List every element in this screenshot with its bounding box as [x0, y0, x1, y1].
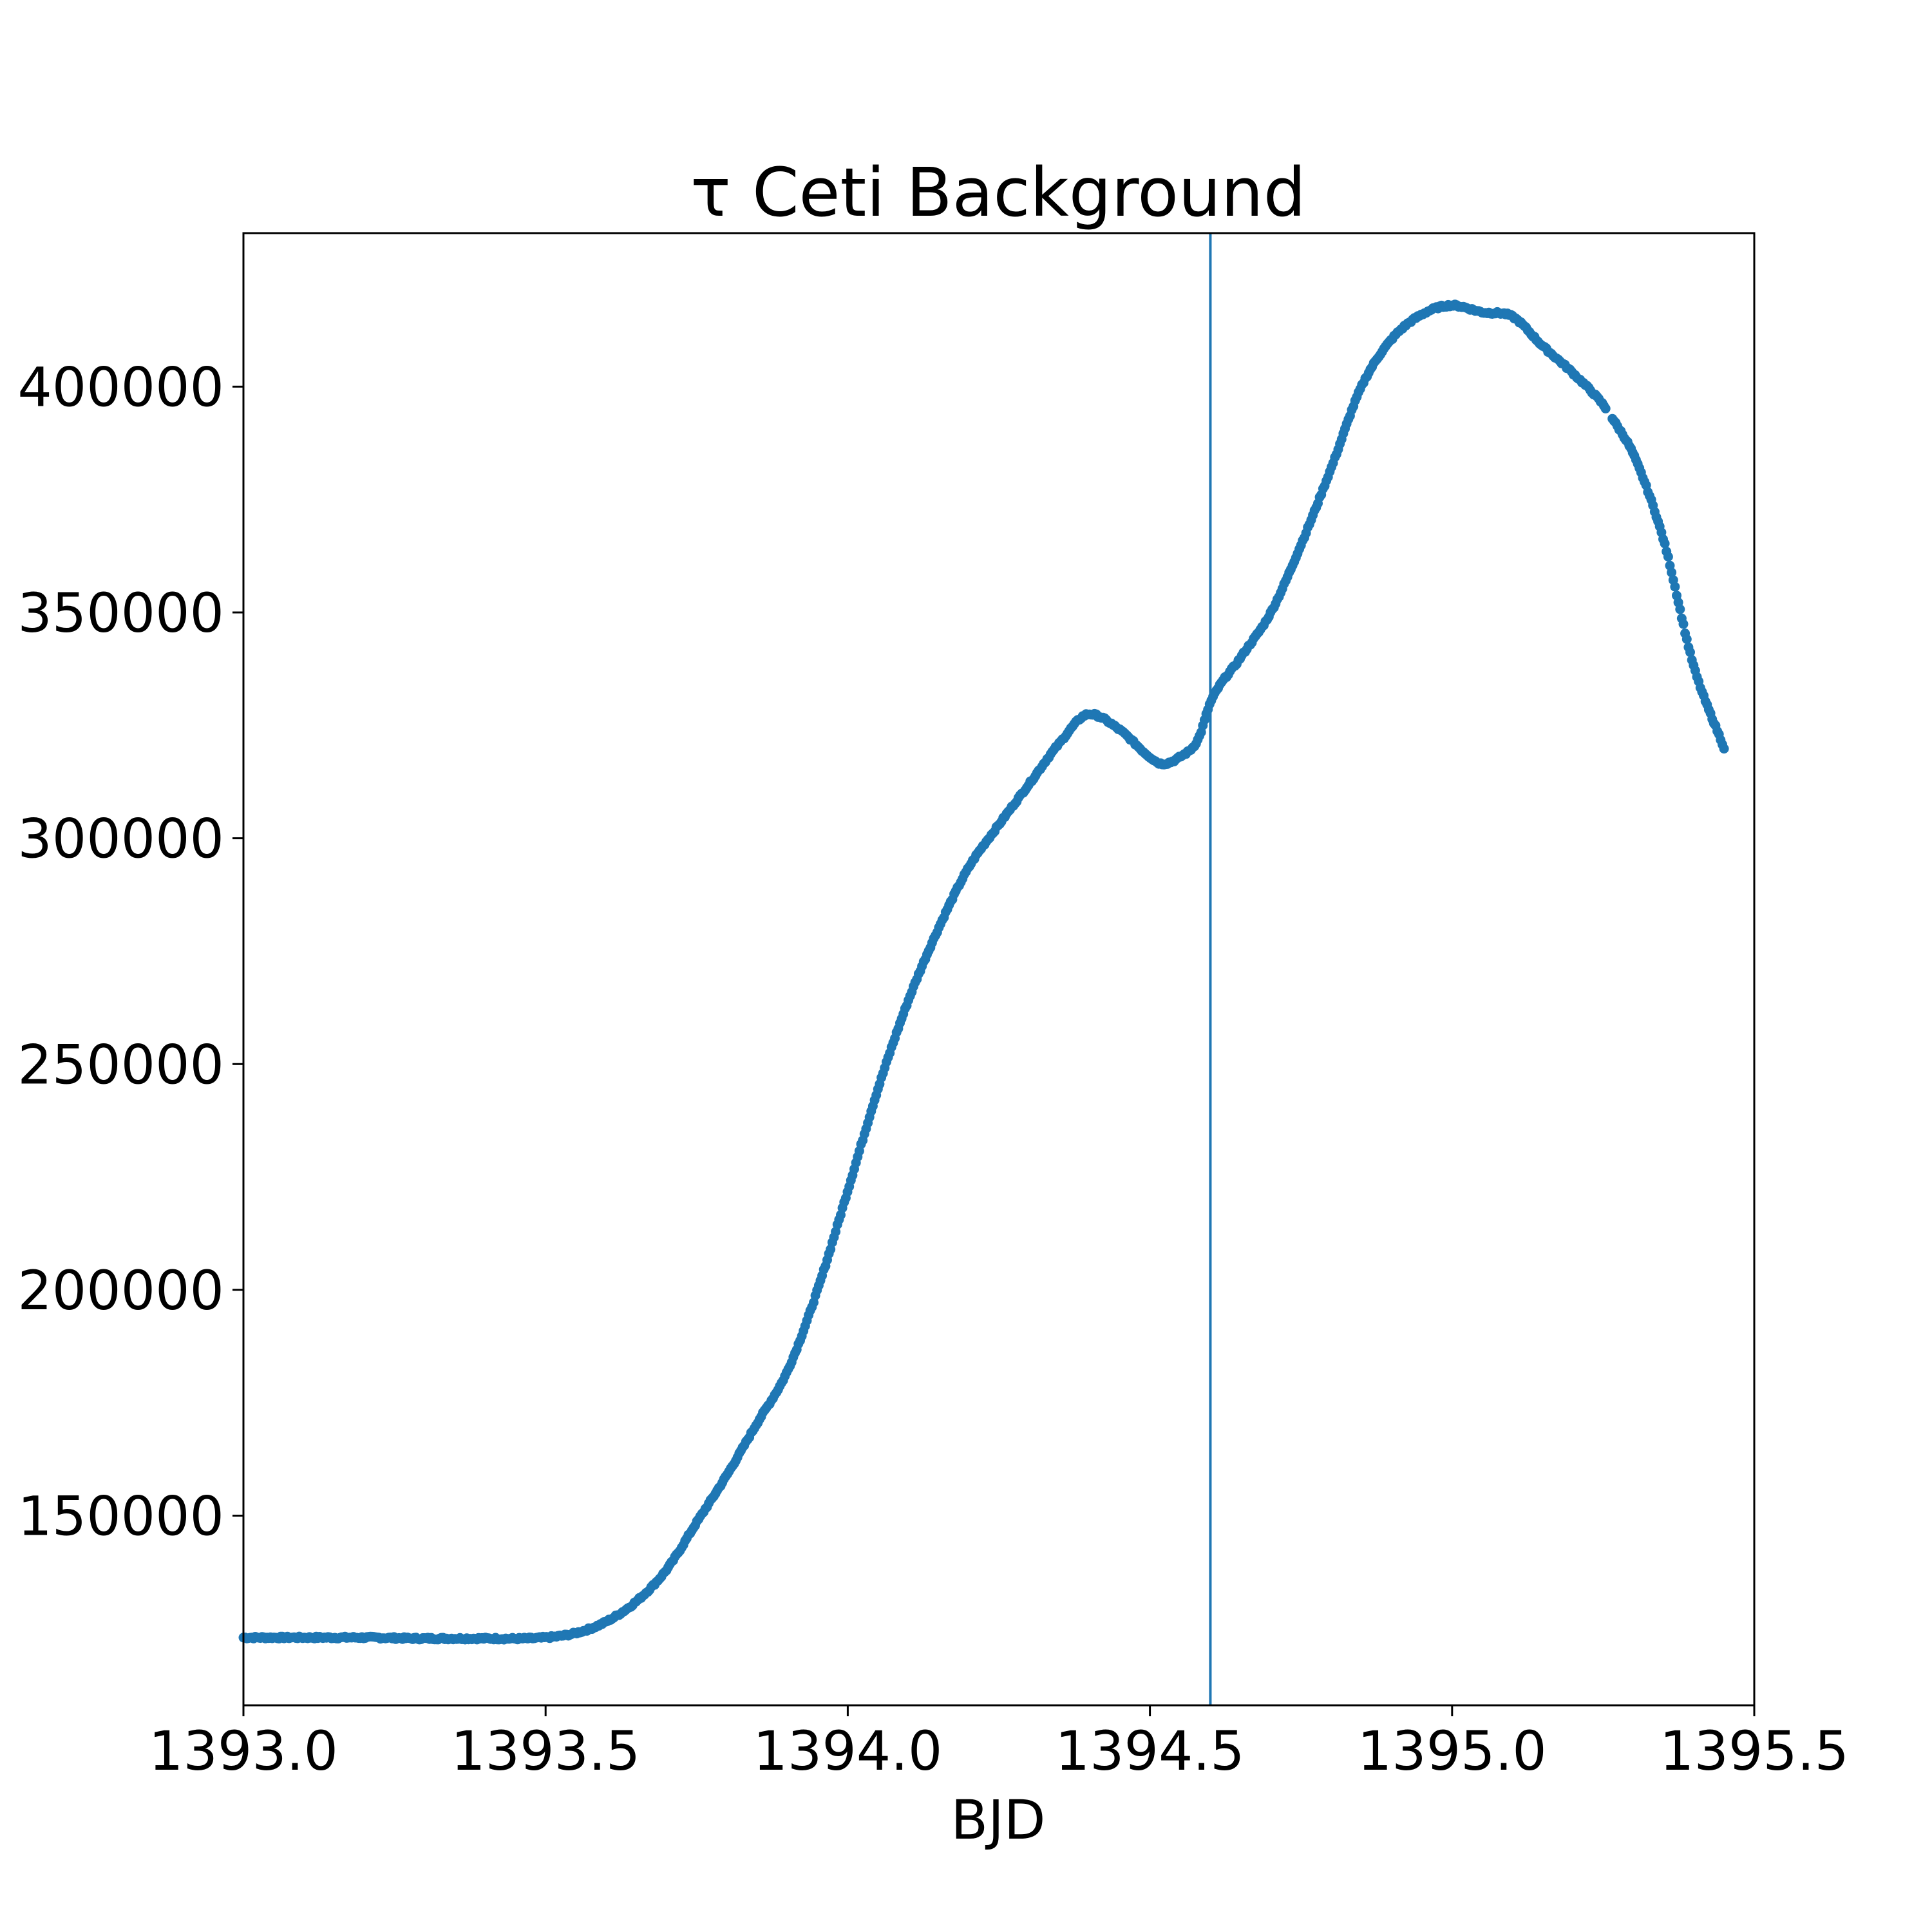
plot-frame [242, 232, 1756, 1707]
x-tick-label: 1394.0 [753, 1719, 942, 1783]
x-tick-label: 1394.5 [1056, 1719, 1245, 1783]
x-tick-label: 1395.5 [1660, 1719, 1849, 1783]
chart-title: τ Ceti Background [690, 153, 1305, 232]
y-axis: 150000 200000 250000 300000 350000 400000 [17, 355, 243, 1548]
x-axis-label: BJD [951, 1788, 1045, 1852]
y-tick-label: 400000 [17, 355, 224, 419]
y-tick-label: 300000 [17, 808, 224, 871]
data-point [1663, 552, 1673, 562]
data-point [1719, 744, 1729, 754]
x-tick-label: 1395.0 [1358, 1719, 1547, 1783]
x-tick-label: 1393.0 [149, 1719, 338, 1783]
y-tick-label: 350000 [17, 582, 224, 645]
plot-area [238, 233, 1729, 1705]
y-tick-label: 250000 [17, 1033, 224, 1096]
y-tick-label: 200000 [17, 1259, 224, 1322]
data-point [1667, 567, 1677, 578]
data-point [1600, 403, 1611, 413]
y-tick-label: 150000 [17, 1484, 224, 1548]
x-tick-label: 1393.5 [451, 1719, 640, 1783]
data-point [1660, 538, 1670, 549]
data-point [1675, 604, 1685, 614]
x-axis: 1393.0 1393.5 1394.0 1394.5 1395.0 1395.5 [149, 1705, 1849, 1783]
data-point [1681, 634, 1692, 644]
data-point [1678, 619, 1689, 629]
data-point [1670, 582, 1680, 592]
data-point [1685, 647, 1695, 658]
data-point [831, 1227, 841, 1237]
